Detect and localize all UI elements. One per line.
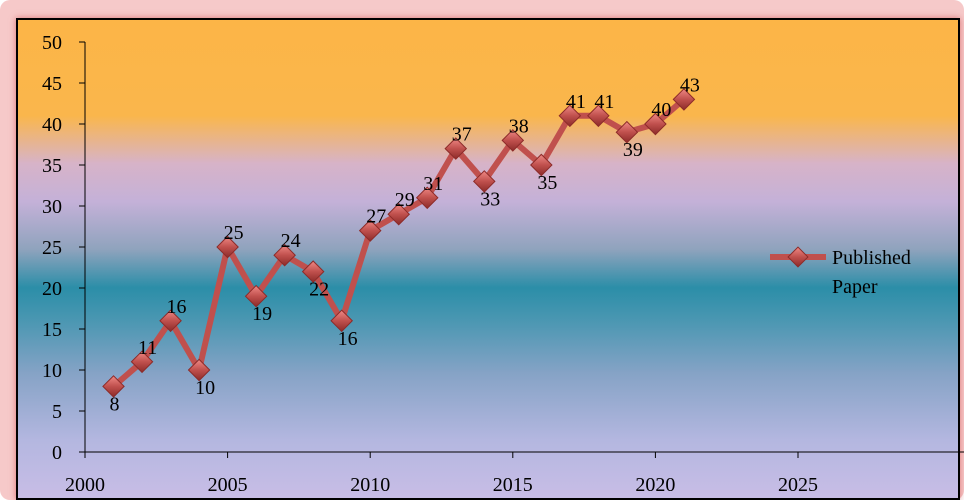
y-tick-label: 0: [52, 442, 62, 464]
data-point-marker: [244, 284, 268, 308]
data-label: 8: [110, 393, 120, 415]
data-label: 43: [680, 74, 700, 96]
data-label: 35: [537, 172, 557, 194]
data-point-marker: [644, 112, 667, 136]
y-tick-label: 20: [42, 278, 62, 300]
data-label: 19: [252, 303, 272, 325]
data-point-marker: [415, 186, 439, 210]
x-tick-label: 2015: [493, 474, 533, 496]
data-point-marker: [444, 137, 468, 160]
y-tick-label: 35: [42, 155, 62, 177]
data-point-marker: [387, 202, 411, 226]
data-point-marker: [672, 88, 696, 111]
data-label: 16: [338, 328, 358, 350]
data-label: 41: [594, 91, 614, 113]
legend-label-line2: Paper: [832, 276, 878, 298]
data-label: 31: [423, 173, 443, 195]
data-label: 38: [509, 115, 529, 137]
data-point-marker: [530, 153, 553, 177]
data-point-marker: [159, 309, 182, 333]
data-label: 24: [281, 230, 301, 252]
data-label: 10: [195, 377, 215, 399]
data-point-marker: [216, 235, 239, 259]
y-tick-label: 15: [42, 319, 62, 341]
y-tick-label: 45: [42, 73, 62, 95]
series-layer: [102, 88, 696, 398]
data-label: 16: [167, 296, 187, 318]
series-line: [111, 97, 686, 389]
y-tick-label: 30: [42, 196, 62, 218]
data-label: 33: [480, 188, 500, 210]
legend-label-line1: Published: [832, 247, 911, 269]
data-point-marker: [301, 260, 325, 283]
data-label: 41: [566, 91, 586, 113]
y-tick-label: 25: [42, 237, 62, 259]
y-tick-label: 10: [42, 360, 62, 382]
data-label: 27: [366, 206, 386, 228]
x-tick-label: 2010: [350, 474, 390, 496]
data-label: 22: [309, 279, 329, 301]
x-tick-label: 2020: [635, 474, 675, 496]
y-tick-label: 5: [52, 401, 62, 423]
data-point-marker: [330, 309, 353, 333]
data-point-marker: [587, 104, 610, 128]
data-labels: 8 11 16 10 25 19 24 22 16 27 29 31 37 33 38 35 41 41 39 40 4…: [110, 74, 700, 415]
legend-marker-swatch: [787, 246, 809, 268]
data-point-marker: [615, 120, 639, 144]
x-tick-label: 2000: [65, 474, 105, 496]
data-label: 40: [651, 99, 671, 121]
x-tick-label: 2025: [778, 474, 818, 496]
data-label: 37: [452, 124, 472, 146]
x-tick-label: 2005: [208, 474, 248, 496]
y-tick-label: 50: [42, 32, 62, 54]
data-point-marker: [501, 129, 525, 152]
legend: Published Paper: [770, 246, 911, 298]
data-point-marker: [187, 358, 211, 382]
data-point-marker: [273, 243, 296, 267]
data-label: 25: [224, 222, 244, 244]
data-point-marker: [102, 375, 125, 398]
data-point-marker: [472, 170, 496, 193]
data-point-marker: [558, 104, 582, 128]
data-label: 39: [623, 139, 643, 161]
data-point-marker: [130, 350, 154, 374]
y-tick-label: 40: [42, 114, 62, 136]
data-label: 11: [138, 337, 157, 359]
data-label: 29: [395, 189, 415, 211]
data-point-marker: [358, 219, 382, 242]
